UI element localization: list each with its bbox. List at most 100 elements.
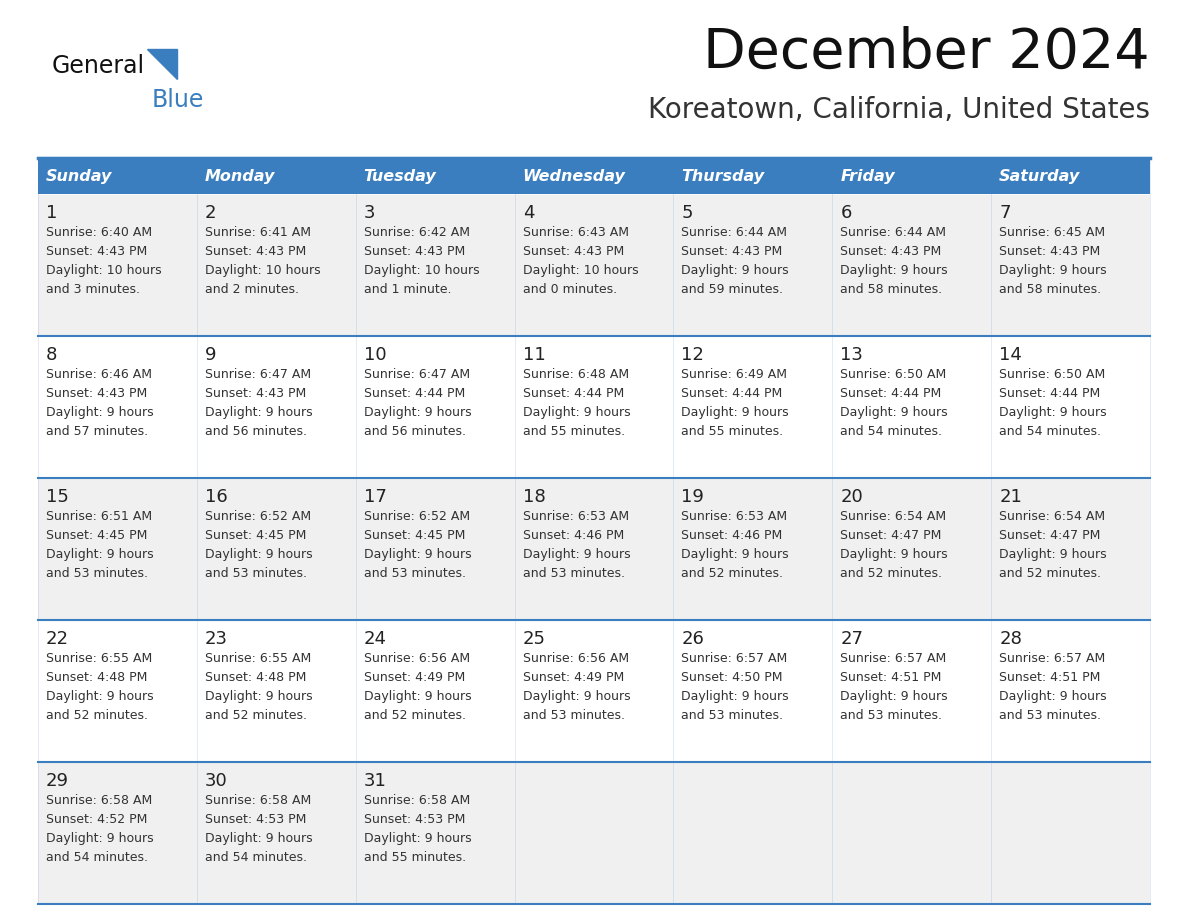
Text: 15: 15 bbox=[46, 488, 69, 506]
Text: 18: 18 bbox=[523, 488, 545, 506]
Text: Daylight: 10 hours: Daylight: 10 hours bbox=[204, 264, 321, 277]
Polygon shape bbox=[147, 49, 177, 79]
Text: Blue: Blue bbox=[152, 88, 204, 112]
Bar bbox=[833, 158, 991, 194]
Bar bbox=[355, 158, 514, 194]
Text: and 52 minutes.: and 52 minutes. bbox=[204, 709, 307, 722]
Text: and 52 minutes.: and 52 minutes. bbox=[364, 709, 466, 722]
Text: Sunrise: 6:54 AM: Sunrise: 6:54 AM bbox=[840, 510, 947, 523]
Text: Daylight: 9 hours: Daylight: 9 hours bbox=[46, 832, 153, 845]
Text: 2: 2 bbox=[204, 204, 216, 222]
Text: Sunset: 4:43 PM: Sunset: 4:43 PM bbox=[46, 387, 147, 400]
Text: Tuesday: Tuesday bbox=[364, 170, 436, 185]
Text: and 58 minutes.: and 58 minutes. bbox=[999, 283, 1101, 296]
Text: and 54 minutes.: and 54 minutes. bbox=[204, 851, 307, 864]
Text: Sunset: 4:50 PM: Sunset: 4:50 PM bbox=[682, 671, 783, 684]
Text: 25: 25 bbox=[523, 630, 545, 648]
Text: Sunset: 4:43 PM: Sunset: 4:43 PM bbox=[523, 245, 624, 258]
Text: 20: 20 bbox=[840, 488, 862, 506]
Text: Daylight: 9 hours: Daylight: 9 hours bbox=[999, 406, 1107, 419]
Text: Sunrise: 6:45 AM: Sunrise: 6:45 AM bbox=[999, 226, 1105, 239]
Text: and 53 minutes.: and 53 minutes. bbox=[364, 567, 466, 580]
Text: and 53 minutes.: and 53 minutes. bbox=[682, 709, 783, 722]
Text: Daylight: 9 hours: Daylight: 9 hours bbox=[204, 548, 312, 561]
Text: Sunset: 4:53 PM: Sunset: 4:53 PM bbox=[364, 813, 465, 826]
Text: Koreatown, California, United States: Koreatown, California, United States bbox=[647, 96, 1150, 124]
Text: Sunrise: 6:55 AM: Sunrise: 6:55 AM bbox=[204, 652, 311, 665]
Text: Sunrise: 6:51 AM: Sunrise: 6:51 AM bbox=[46, 510, 152, 523]
Text: Sunset: 4:44 PM: Sunset: 4:44 PM bbox=[523, 387, 624, 400]
Text: 27: 27 bbox=[840, 630, 864, 648]
Text: Sunset: 4:49 PM: Sunset: 4:49 PM bbox=[364, 671, 465, 684]
Text: Sunset: 4:47 PM: Sunset: 4:47 PM bbox=[999, 529, 1100, 542]
Text: 23: 23 bbox=[204, 630, 228, 648]
Text: Daylight: 9 hours: Daylight: 9 hours bbox=[364, 548, 472, 561]
Text: 6: 6 bbox=[840, 204, 852, 222]
Text: Sunrise: 6:57 AM: Sunrise: 6:57 AM bbox=[999, 652, 1105, 665]
Text: Sunrise: 6:43 AM: Sunrise: 6:43 AM bbox=[523, 226, 628, 239]
Text: Daylight: 10 hours: Daylight: 10 hours bbox=[46, 264, 162, 277]
Text: Sunset: 4:45 PM: Sunset: 4:45 PM bbox=[204, 529, 307, 542]
Text: and 55 minutes.: and 55 minutes. bbox=[364, 851, 466, 864]
Text: 10: 10 bbox=[364, 346, 386, 364]
Text: and 53 minutes.: and 53 minutes. bbox=[840, 709, 942, 722]
Text: 17: 17 bbox=[364, 488, 386, 506]
Text: Daylight: 9 hours: Daylight: 9 hours bbox=[46, 406, 153, 419]
Text: and 53 minutes.: and 53 minutes. bbox=[523, 567, 625, 580]
Text: 29: 29 bbox=[46, 772, 69, 790]
Text: and 54 minutes.: and 54 minutes. bbox=[999, 425, 1101, 438]
Text: Sunrise: 6:42 AM: Sunrise: 6:42 AM bbox=[364, 226, 469, 239]
Bar bbox=[514, 158, 674, 194]
Text: and 55 minutes.: and 55 minutes. bbox=[523, 425, 625, 438]
Text: Daylight: 9 hours: Daylight: 9 hours bbox=[523, 406, 630, 419]
Text: Daylight: 9 hours: Daylight: 9 hours bbox=[840, 690, 948, 703]
Text: 19: 19 bbox=[682, 488, 704, 506]
Text: Sunset: 4:47 PM: Sunset: 4:47 PM bbox=[840, 529, 942, 542]
Text: Sunrise: 6:56 AM: Sunrise: 6:56 AM bbox=[364, 652, 469, 665]
Bar bbox=[38, 620, 1150, 762]
Text: Sunset: 4:46 PM: Sunset: 4:46 PM bbox=[523, 529, 624, 542]
Text: and 54 minutes.: and 54 minutes. bbox=[840, 425, 942, 438]
Text: Sunrise: 6:52 AM: Sunrise: 6:52 AM bbox=[364, 510, 469, 523]
Text: Daylight: 10 hours: Daylight: 10 hours bbox=[364, 264, 479, 277]
Text: Daylight: 9 hours: Daylight: 9 hours bbox=[682, 690, 789, 703]
Text: Sunset: 4:48 PM: Sunset: 4:48 PM bbox=[204, 671, 307, 684]
Text: Daylight: 9 hours: Daylight: 9 hours bbox=[523, 548, 630, 561]
Text: Sunrise: 6:41 AM: Sunrise: 6:41 AM bbox=[204, 226, 311, 239]
Text: Daylight: 9 hours: Daylight: 9 hours bbox=[999, 264, 1107, 277]
Text: Sunrise: 6:55 AM: Sunrise: 6:55 AM bbox=[46, 652, 152, 665]
Text: Saturday: Saturday bbox=[999, 170, 1080, 185]
Text: Daylight: 9 hours: Daylight: 9 hours bbox=[204, 690, 312, 703]
Bar bbox=[674, 158, 833, 194]
Text: 22: 22 bbox=[46, 630, 69, 648]
Text: Sunrise: 6:49 AM: Sunrise: 6:49 AM bbox=[682, 368, 788, 381]
Text: Daylight: 9 hours: Daylight: 9 hours bbox=[840, 548, 948, 561]
Text: Sunset: 4:44 PM: Sunset: 4:44 PM bbox=[999, 387, 1100, 400]
Text: and 52 minutes.: and 52 minutes. bbox=[840, 567, 942, 580]
Text: Daylight: 9 hours: Daylight: 9 hours bbox=[682, 406, 789, 419]
Text: Sunrise: 6:44 AM: Sunrise: 6:44 AM bbox=[840, 226, 947, 239]
Text: 31: 31 bbox=[364, 772, 386, 790]
Text: Sunrise: 6:46 AM: Sunrise: 6:46 AM bbox=[46, 368, 152, 381]
Text: 5: 5 bbox=[682, 204, 693, 222]
Bar bbox=[38, 158, 197, 194]
Text: Sunrise: 6:58 AM: Sunrise: 6:58 AM bbox=[204, 794, 311, 807]
Text: 7: 7 bbox=[999, 204, 1011, 222]
Text: 28: 28 bbox=[999, 630, 1022, 648]
Text: Daylight: 9 hours: Daylight: 9 hours bbox=[364, 832, 472, 845]
Text: Sunrise: 6:50 AM: Sunrise: 6:50 AM bbox=[999, 368, 1105, 381]
Text: and 1 minute.: and 1 minute. bbox=[364, 283, 451, 296]
Text: Sunset: 4:43 PM: Sunset: 4:43 PM bbox=[364, 245, 465, 258]
Text: Sunday: Sunday bbox=[46, 170, 113, 185]
Text: Daylight: 9 hours: Daylight: 9 hours bbox=[46, 548, 153, 561]
Text: Sunrise: 6:54 AM: Sunrise: 6:54 AM bbox=[999, 510, 1105, 523]
Text: 21: 21 bbox=[999, 488, 1022, 506]
Text: Daylight: 9 hours: Daylight: 9 hours bbox=[682, 264, 789, 277]
Text: Daylight: 9 hours: Daylight: 9 hours bbox=[999, 548, 1107, 561]
Text: and 52 minutes.: and 52 minutes. bbox=[46, 709, 148, 722]
Text: 8: 8 bbox=[46, 346, 57, 364]
Text: 26: 26 bbox=[682, 630, 704, 648]
Text: Sunset: 4:43 PM: Sunset: 4:43 PM bbox=[204, 245, 307, 258]
Text: Sunset: 4:46 PM: Sunset: 4:46 PM bbox=[682, 529, 783, 542]
Text: 1: 1 bbox=[46, 204, 57, 222]
